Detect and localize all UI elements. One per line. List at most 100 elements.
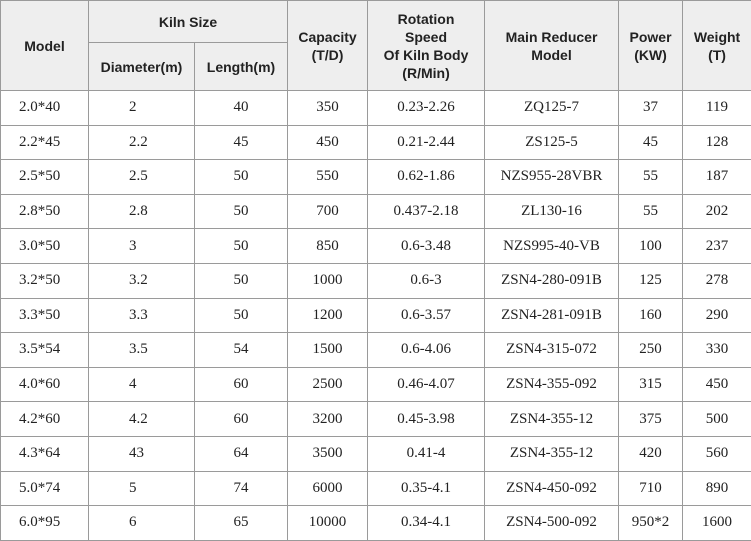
- table-cell: 2.8*50: [1, 194, 89, 229]
- table-cell: 37: [619, 91, 683, 126]
- table-cell: 5.0*74: [1, 471, 89, 506]
- table-header: Model Kiln Size Capacity (T/D) Rotation …: [1, 1, 751, 91]
- table-cell: 3.2: [89, 263, 195, 298]
- table-cell: 0.34-4.1: [368, 506, 485, 541]
- table-cell: 0.23-2.26: [368, 91, 485, 126]
- table-cell: 710: [619, 471, 683, 506]
- table-cell: 10000: [288, 506, 368, 541]
- header-cell: Diameter(m): [89, 43, 195, 91]
- table-cell: 1600: [683, 506, 751, 541]
- table-cell: ZSN4-355-12: [485, 436, 619, 471]
- header-cell: Power (KW): [619, 1, 683, 91]
- table-cell: 0.46-4.07: [368, 367, 485, 402]
- table-cell: 2500: [288, 367, 368, 402]
- table-cell: 560: [683, 436, 751, 471]
- table-cell: 2.5*50: [1, 160, 89, 195]
- table-cell: 0.437-2.18: [368, 194, 485, 229]
- table-cell: 64: [195, 436, 288, 471]
- table-cell: ZL130-16: [485, 194, 619, 229]
- table-cell: 420: [619, 436, 683, 471]
- table-cell: 0.6-3.57: [368, 298, 485, 333]
- table-cell: 55: [619, 194, 683, 229]
- table-cell: 60: [195, 402, 288, 437]
- table-cell: 0.6-3.48: [368, 229, 485, 264]
- table-cell: 4.0*60: [1, 367, 89, 402]
- table-cell: 3: [89, 229, 195, 264]
- table-cell: 278: [683, 263, 751, 298]
- table-cell: 43: [89, 436, 195, 471]
- table-cell: 6000: [288, 471, 368, 506]
- table-cell: 3.5*54: [1, 333, 89, 368]
- table-cell: 55: [619, 160, 683, 195]
- table-cell: 3200: [288, 402, 368, 437]
- table-cell: 2.2*45: [1, 125, 89, 160]
- table-cell: 40: [195, 91, 288, 126]
- table-cell: 4.2: [89, 402, 195, 437]
- table-cell: 1000: [288, 263, 368, 298]
- table-cell: 54: [195, 333, 288, 368]
- table-cell: ZSN4-450-092: [485, 471, 619, 506]
- table-cell: 450: [288, 125, 368, 160]
- table-cell: 119: [683, 91, 751, 126]
- table-cell: 50: [195, 229, 288, 264]
- table-cell: 2.8: [89, 194, 195, 229]
- table-cell: 330: [683, 333, 751, 368]
- table-cell: 700: [288, 194, 368, 229]
- table-cell: 315: [619, 367, 683, 402]
- table-cell: NZS995-40-VB: [485, 229, 619, 264]
- table-cell: 237: [683, 229, 751, 264]
- table-cell: 250: [619, 333, 683, 368]
- table-cell: 950*2: [619, 506, 683, 541]
- table-cell: 3.3: [89, 298, 195, 333]
- table-cell: 350: [288, 91, 368, 126]
- header-cell: Rotation Speed Of Kiln Body (R/Min): [368, 1, 485, 91]
- table-cell: 550: [288, 160, 368, 195]
- table-cell: ZSN4-281-091B: [485, 298, 619, 333]
- table-cell: 3.5: [89, 333, 195, 368]
- table-cell: 450: [683, 367, 751, 402]
- table-cell: 3.2*50: [1, 263, 89, 298]
- table-cell: 5: [89, 471, 195, 506]
- table-cell: 500: [683, 402, 751, 437]
- header-cell: Weight (T): [683, 1, 751, 91]
- table-cell: 74: [195, 471, 288, 506]
- table-cell: ZS125-5: [485, 125, 619, 160]
- table-cell: 850: [288, 229, 368, 264]
- table-cell: 1200: [288, 298, 368, 333]
- table-cell: 65: [195, 506, 288, 541]
- header-cell: Length(m): [195, 43, 288, 91]
- table-cell: 4.3*64: [1, 436, 89, 471]
- table-cell: 0.41-4: [368, 436, 485, 471]
- table-cell: 2: [89, 91, 195, 126]
- table-cell: NZS955-28VBR: [485, 160, 619, 195]
- table-cell: 45: [195, 125, 288, 160]
- table-cell: ZQ125-7: [485, 91, 619, 126]
- table-cell: 1500: [288, 333, 368, 368]
- table-cell: 0.6-3: [368, 263, 485, 298]
- table-cell: 0.6-4.06: [368, 333, 485, 368]
- table-cell: 290: [683, 298, 751, 333]
- table-cell: 0.21-2.44: [368, 125, 485, 160]
- table-cell: ZSN4-500-092: [485, 506, 619, 541]
- table-cell: 4: [89, 367, 195, 402]
- header-cell: Main Reducer Model: [485, 1, 619, 91]
- table-cell: 125: [619, 263, 683, 298]
- table-cell: 2.5: [89, 160, 195, 195]
- table-cell: 3.0*50: [1, 229, 89, 264]
- table-cell: 2.2: [89, 125, 195, 160]
- table-cell: ZSN4-315-072: [485, 333, 619, 368]
- table-cell: 50: [195, 298, 288, 333]
- table-cell: 187: [683, 160, 751, 195]
- table-cell: 128: [683, 125, 751, 160]
